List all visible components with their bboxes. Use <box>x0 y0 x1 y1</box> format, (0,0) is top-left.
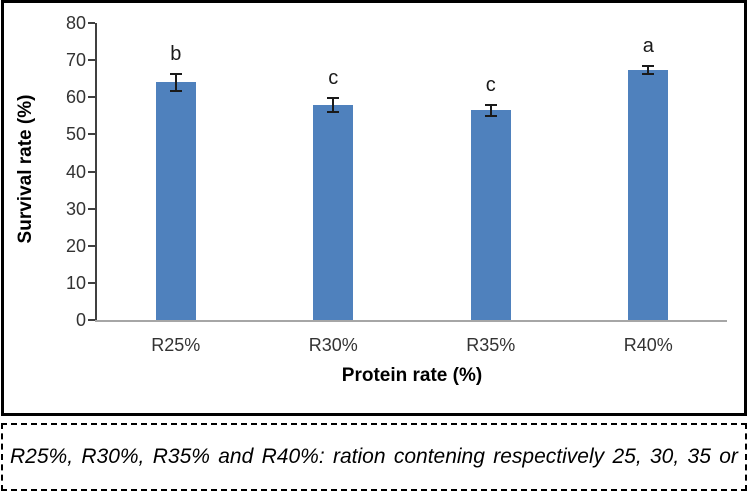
y-tick-label: 20 <box>65 235 86 256</box>
y-tick-mark <box>88 244 95 247</box>
x-category-label: R40% <box>623 335 673 355</box>
x-axis-title: Protein rate (%) <box>341 365 483 386</box>
y-tick-label: 40 <box>65 161 86 182</box>
caption-word: R35% <box>152 445 210 468</box>
bar-r40 <box>628 70 669 320</box>
significance-letter: a <box>642 34 654 57</box>
x-category-label: R25% <box>151 335 201 355</box>
caption-word: ration <box>332 445 386 468</box>
caption-word: R40%: <box>261 445 325 468</box>
error-bar <box>484 103 497 117</box>
y-tick-label: 10 <box>65 272 86 293</box>
y-tick-label: 70 <box>65 50 86 71</box>
y-axis-line <box>95 23 97 322</box>
x-axis-line <box>95 320 727 322</box>
error-bar <box>169 73 182 92</box>
bar-r35 <box>470 110 511 320</box>
bar-r25 <box>155 82 196 320</box>
y-tick-mark <box>88 96 95 99</box>
y-tick-mark <box>88 22 95 24</box>
y-tick-mark <box>88 59 95 62</box>
y-tick-mark <box>88 207 95 210</box>
caption-word: respectively <box>493 445 605 468</box>
error-bar <box>642 64 655 76</box>
caption-word: or <box>719 445 738 468</box>
y-tick-label: 30 <box>65 198 86 219</box>
caption-word: and <box>218 445 254 468</box>
caption-word: contening <box>393 445 485 468</box>
chart-frame: Survival rate (%) 0 10 20 30 40 50 60 70 80 b R25%… <box>1 0 747 416</box>
y-tick-mark <box>88 281 95 284</box>
y-tick-mark <box>88 133 95 136</box>
caption-word: 35 <box>687 445 711 468</box>
error-bar <box>327 96 340 113</box>
significance-letter: b <box>170 43 182 66</box>
caption-text: R25%, R30%, R35% and R40%: ration contening res… <box>3 445 745 469</box>
caption-word: R25%, <box>10 445 74 468</box>
y-tick-label: 50 <box>65 124 86 145</box>
x-category-label: R35% <box>466 335 516 355</box>
y-tick-mark <box>88 319 95 321</box>
caption-box: R25%, R30%, R35% and R40%: ration contening res… <box>1 423 747 491</box>
significance-letter: c <box>485 73 496 96</box>
y-tick-label: 0 <box>75 310 86 330</box>
bar-r30 <box>313 104 354 320</box>
y-tick-label: 60 <box>65 87 86 108</box>
caption-word: 25, <box>612 445 642 468</box>
caption-word: R30%, <box>81 445 145 468</box>
x-category-label: R30% <box>308 335 358 355</box>
significance-letter: c <box>328 66 339 89</box>
y-tick-mark <box>88 170 95 173</box>
y-tick-label: 80 <box>65 13 86 33</box>
caption-word: 30, <box>650 445 680 468</box>
